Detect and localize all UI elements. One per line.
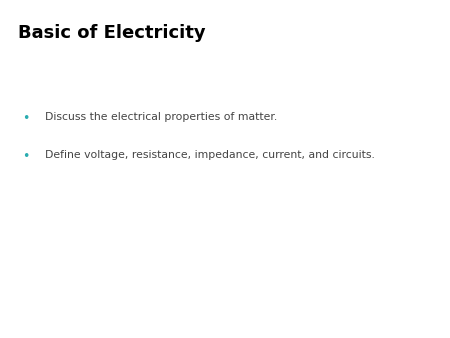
Text: Define voltage, resistance, impedance, current, and circuits.: Define voltage, resistance, impedance, c…	[45, 150, 375, 161]
Text: Basic of Electricity: Basic of Electricity	[18, 24, 206, 42]
Text: Discuss the electrical properties of matter.: Discuss the electrical properties of mat…	[45, 112, 277, 122]
Text: •: •	[22, 150, 30, 163]
Text: •: •	[22, 112, 30, 124]
